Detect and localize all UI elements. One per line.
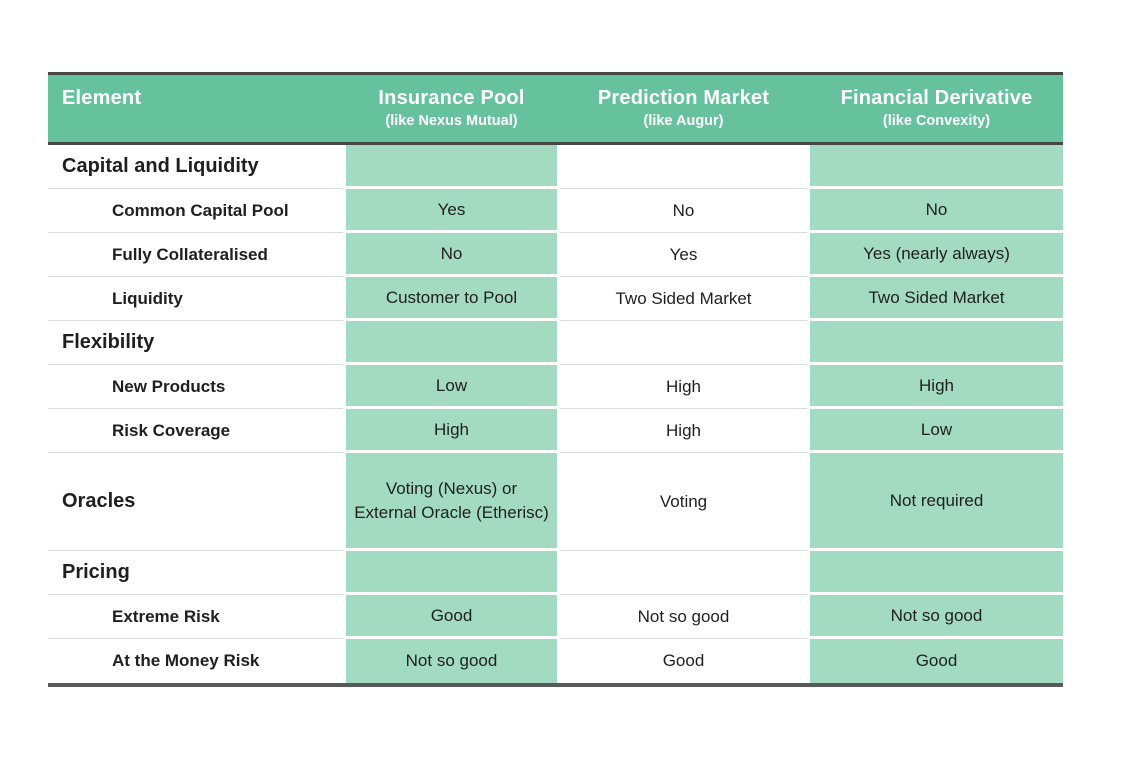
cell-prediction-market (560, 321, 807, 365)
cell-prediction-market: High (560, 365, 807, 409)
header-financial-derivative-title: Financial Derivative (840, 87, 1033, 109)
cell-financial-derivative (810, 551, 1063, 595)
table-row: Oracles Voting (Nexus) or External Oracl… (48, 453, 1063, 551)
cell-insurance-pool: Low (346, 365, 557, 409)
row-label: Pricing (48, 551, 343, 595)
comparison-table: Element Insurance Pool (like Nexus Mutua… (48, 72, 1063, 687)
header-insurance-pool-title: Insurance Pool (378, 87, 525, 109)
cell-insurance-pool: High (346, 409, 557, 453)
cell-financial-derivative (810, 321, 1063, 365)
cell-prediction-market (560, 551, 807, 595)
table-header-row: Element Insurance Pool (like Nexus Mutua… (48, 72, 1063, 145)
cell-prediction-market: Two Sided Market (560, 277, 807, 321)
header-insurance-pool-subtitle: (like Nexus Mutual) (385, 113, 518, 129)
cell-insurance-pool (346, 321, 557, 365)
table-row: Pricing (48, 551, 1063, 595)
table-row: Fully Collateralised No Yes Yes (nearly … (48, 233, 1063, 277)
cell-insurance-pool: Voting (Nexus) or External Oracle (Ether… (346, 453, 557, 551)
cell-insurance-pool: Not so good (346, 639, 557, 683)
table-row: Risk Coverage High High Low (48, 409, 1063, 453)
header-prediction-market-title: Prediction Market (597, 87, 770, 109)
row-label: Fully Collateralised (48, 233, 343, 277)
cell-prediction-market (560, 145, 807, 189)
header-financial-derivative: Financial Derivative (like Convexity) (810, 75, 1063, 142)
row-label: Common Capital Pool (48, 189, 343, 233)
table-row: Capital and Liquidity (48, 145, 1063, 189)
table-row: New Products Low High High (48, 365, 1063, 409)
table-row: At the Money Risk Not so good Good Good (48, 639, 1063, 683)
table-bottom-rule (48, 683, 1063, 687)
cell-insurance-pool (346, 145, 557, 189)
row-label: Risk Coverage (48, 409, 343, 453)
cell-insurance-pool (346, 551, 557, 595)
cell-financial-derivative: Yes (nearly always) (810, 233, 1063, 277)
cell-prediction-market: Yes (560, 233, 807, 277)
header-element-label: Element (62, 87, 142, 109)
table-row: Flexibility (48, 321, 1063, 365)
cell-insurance-pool: Customer to Pool (346, 277, 557, 321)
header-prediction-market: Prediction Market (like Augur) (560, 75, 807, 142)
table-row: Liquidity Customer to Pool Two Sided Mar… (48, 277, 1063, 321)
cell-financial-derivative: High (810, 365, 1063, 409)
row-label: At the Money Risk (112, 651, 260, 670)
cell-financial-derivative: Two Sided Market (810, 277, 1063, 321)
cell-prediction-market: High (560, 409, 807, 453)
cell-insurance-pool: No (346, 233, 557, 277)
cell-financial-derivative: Low (810, 409, 1063, 453)
row-label: Oracles (48, 453, 343, 551)
row-label: New Products (48, 365, 343, 409)
header-insurance-pool: Insurance Pool (like Nexus Mutual) (346, 75, 557, 142)
cell-prediction-market: Not so good (560, 595, 807, 639)
row-label: Flexibility (48, 321, 343, 365)
cell-insurance-pool: Yes (346, 189, 557, 233)
row-label: Extreme Risk (48, 595, 343, 639)
row-label: Capital and Liquidity (48, 145, 343, 189)
cell-prediction-market: Voting (560, 453, 807, 551)
row-label: Liquidity (48, 277, 343, 321)
header-financial-derivative-subtitle: (like Convexity) (882, 113, 991, 129)
cell-financial-derivative: Not required (810, 453, 1063, 551)
table-row: Common Capital Pool Yes No No (48, 189, 1063, 233)
cell-financial-derivative: Good (810, 639, 1063, 683)
cell-prediction-market: Good (662, 651, 705, 671)
cell-financial-derivative: Not so good (810, 595, 1063, 639)
cell-insurance-pool: Good (346, 595, 557, 639)
header-prediction-market-subtitle: (like Augur) (643, 113, 724, 129)
cell-prediction-market: No (560, 189, 807, 233)
header-element: Element (48, 75, 343, 142)
cell-financial-derivative: No (810, 189, 1063, 233)
cell-financial-derivative (810, 145, 1063, 189)
table-row: Extreme Risk Good Not so good Not so goo… (48, 595, 1063, 639)
